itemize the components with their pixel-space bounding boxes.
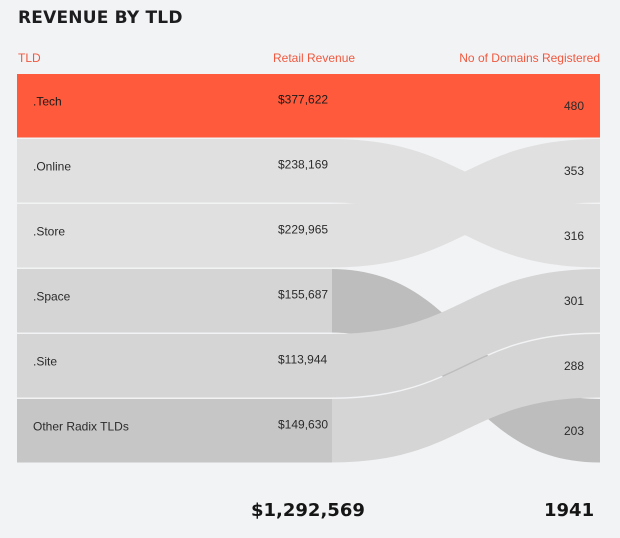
header-tld: TLD bbox=[18, 51, 41, 65]
row-bar-4 bbox=[17, 269, 332, 333]
revenue-value: $113,944 bbox=[278, 352, 327, 366]
flow-band-5 bbox=[330, 269, 600, 398]
domains-value: 316 bbox=[564, 229, 584, 243]
tld-label: .Store bbox=[33, 224, 65, 238]
flow-band-4 bbox=[330, 269, 600, 463]
row-bar-6 bbox=[17, 399, 332, 463]
revenue-rows bbox=[17, 74, 600, 463]
header-domains-registered: No of Domains Registered bbox=[459, 51, 600, 65]
page-title: REVENUE BY TLD bbox=[18, 8, 183, 28]
domains-value: 353 bbox=[564, 164, 584, 178]
header-retail-revenue: Retail Revenue bbox=[273, 51, 356, 65]
total-revenue: $1,292,569 bbox=[251, 500, 365, 521]
row-bar-1 bbox=[17, 74, 600, 138]
tld-label: .Space bbox=[33, 289, 71, 303]
domains-value: 203 bbox=[564, 424, 584, 438]
revenue-value: $238,169 bbox=[278, 157, 328, 171]
revenue-value: $377,622 bbox=[278, 92, 328, 106]
tld-label: Other Radix TLDs bbox=[33, 419, 129, 433]
domains-value: 288 bbox=[564, 359, 584, 373]
row-labels: .Tech $377,622 .Online $238,169 .Store $229,9… bbox=[33, 92, 584, 438]
revenue-value: $229,965 bbox=[278, 222, 328, 236]
total-domains: 1941 bbox=[544, 500, 595, 521]
tld-label: .Site bbox=[33, 354, 57, 368]
revenue-value: $155,687 bbox=[278, 287, 328, 301]
flow-bands bbox=[330, 74, 600, 463]
revenue-value: $149,630 bbox=[278, 417, 328, 431]
flow-band-6 bbox=[330, 334, 600, 463]
row-bar-2 bbox=[17, 139, 332, 203]
row-bar-5 bbox=[17, 334, 332, 398]
domains-value: 480 bbox=[564, 99, 584, 113]
tld-label: .Online bbox=[33, 159, 71, 173]
tld-label: .Tech bbox=[33, 94, 62, 108]
row-bar-3 bbox=[17, 204, 332, 268]
flow-band-3 bbox=[330, 139, 600, 268]
domains-value: 301 bbox=[564, 294, 584, 308]
